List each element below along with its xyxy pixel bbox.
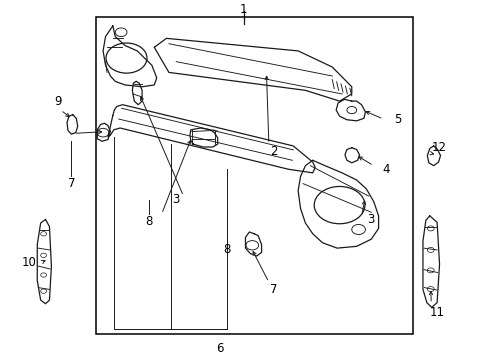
Text: 10: 10	[21, 256, 36, 269]
Text: 11: 11	[429, 306, 444, 319]
Text: 5: 5	[394, 113, 401, 126]
Text: 4: 4	[382, 163, 389, 176]
Text: 7: 7	[67, 177, 75, 190]
Text: 9: 9	[54, 95, 62, 108]
Text: 1: 1	[239, 3, 247, 16]
Text: 3: 3	[172, 193, 180, 206]
Text: 8: 8	[224, 243, 231, 256]
Text: 8: 8	[145, 215, 153, 228]
Text: 6: 6	[216, 342, 224, 355]
Text: 2: 2	[269, 145, 277, 158]
Text: 3: 3	[367, 213, 374, 226]
Text: 12: 12	[431, 141, 446, 154]
Bar	[96, 17, 412, 334]
Text: 7: 7	[269, 283, 277, 296]
